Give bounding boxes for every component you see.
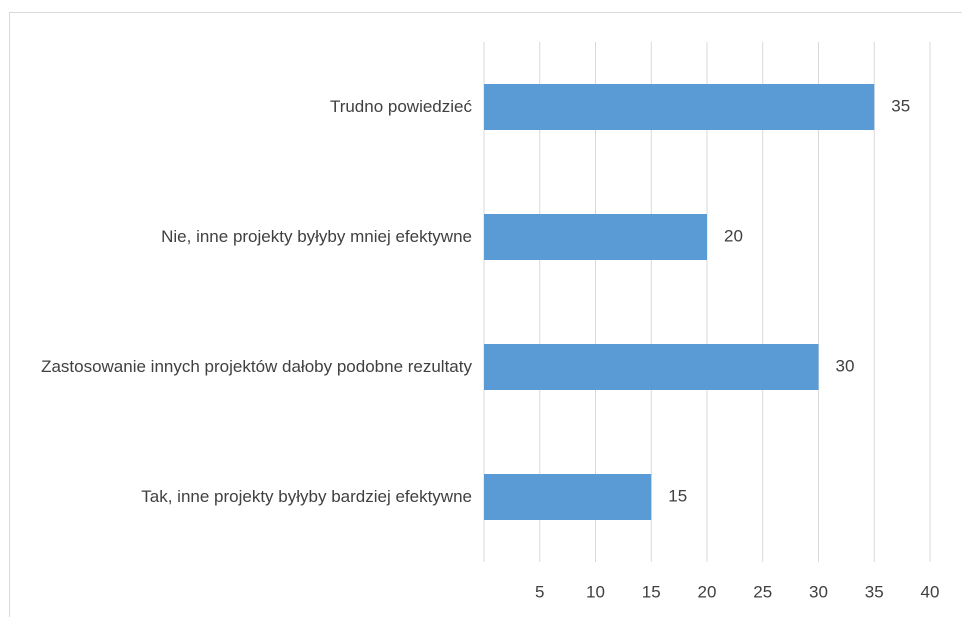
- x-tick-label: 40: [921, 582, 940, 601]
- x-tick-label: 25: [753, 582, 772, 601]
- bar: [484, 344, 819, 390]
- y-tick-label-box: Zastosowanie innych projektów dałoby pod…: [41, 355, 472, 379]
- bar: [484, 474, 652, 520]
- y-tick-label: Zastosowanie innych projektów dałoby pod…: [41, 357, 472, 376]
- data-label: 20: [724, 226, 743, 245]
- x-tick-label: 35: [865, 582, 884, 601]
- y-tick-label: Trudno powiedzieć: [329, 97, 472, 116]
- x-tick-label: 15: [642, 582, 661, 601]
- x-tick-label: 30: [809, 582, 828, 601]
- data-label: 35: [891, 96, 910, 115]
- y-tick-label-box: Trudno powiedzieć: [330, 95, 472, 119]
- y-tick-label-box: Tak, inne projekty byłyby bardziej efekt…: [141, 485, 472, 509]
- x-tick-label: 10: [586, 582, 605, 601]
- x-tick-label: 5: [535, 582, 544, 601]
- chart-border: [9, 12, 962, 617]
- y-tick-label: Tak, inne projekty byłyby bardziej efekt…: [141, 487, 472, 506]
- x-tick-label: 20: [698, 582, 717, 601]
- y-tick-label-box: Nie, inne projekty byłyby mniej efektywn…: [161, 225, 472, 249]
- data-label: 30: [836, 356, 855, 375]
- bar: [484, 214, 707, 260]
- data-label: 15: [668, 486, 687, 505]
- y-tick-label: Nie, inne projekty byłyby mniej efektywn…: [161, 227, 472, 246]
- bar: [484, 84, 875, 130]
